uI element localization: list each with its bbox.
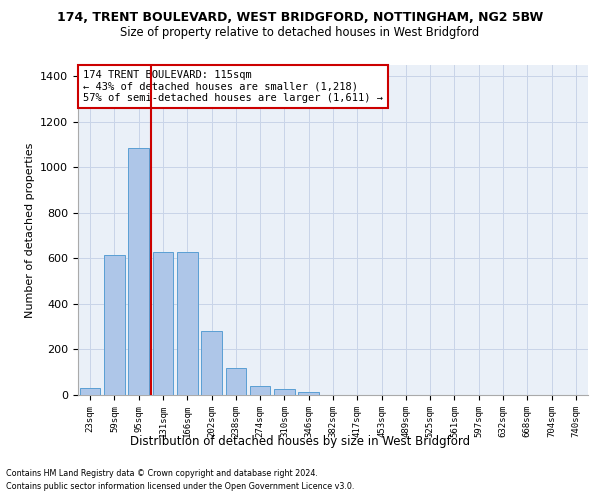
Bar xyxy=(152,252,173,395)
Text: Contains HM Land Registry data © Crown copyright and database right 2024.: Contains HM Land Registry data © Crown c… xyxy=(6,469,318,478)
Text: Size of property relative to detached houses in West Bridgford: Size of property relative to detached ho… xyxy=(121,26,479,39)
Text: Contains public sector information licensed under the Open Government Licence v3: Contains public sector information licen… xyxy=(6,482,355,491)
Text: 174 TRENT BOULEVARD: 115sqm
← 43% of detached houses are smaller (1,218)
57% of : 174 TRENT BOULEVARD: 115sqm ← 43% of det… xyxy=(83,70,383,103)
Text: 174, TRENT BOULEVARD, WEST BRIDGFORD, NOTTINGHAM, NG2 5BW: 174, TRENT BOULEVARD, WEST BRIDGFORD, NO… xyxy=(57,11,543,24)
Bar xyxy=(128,148,149,395)
Bar xyxy=(177,252,197,395)
Bar xyxy=(226,368,246,395)
Bar xyxy=(104,255,125,395)
Bar xyxy=(298,392,319,395)
Bar xyxy=(80,388,100,395)
Bar xyxy=(201,332,222,395)
Y-axis label: Number of detached properties: Number of detached properties xyxy=(25,142,35,318)
Bar xyxy=(250,386,271,395)
Bar xyxy=(274,390,295,395)
Text: Distribution of detached houses by size in West Bridgford: Distribution of detached houses by size … xyxy=(130,434,470,448)
